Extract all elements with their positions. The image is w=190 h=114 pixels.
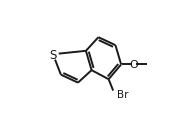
Text: Br: Br <box>117 89 128 99</box>
Text: O: O <box>129 60 138 70</box>
Text: S: S <box>49 48 57 61</box>
Circle shape <box>48 50 58 60</box>
